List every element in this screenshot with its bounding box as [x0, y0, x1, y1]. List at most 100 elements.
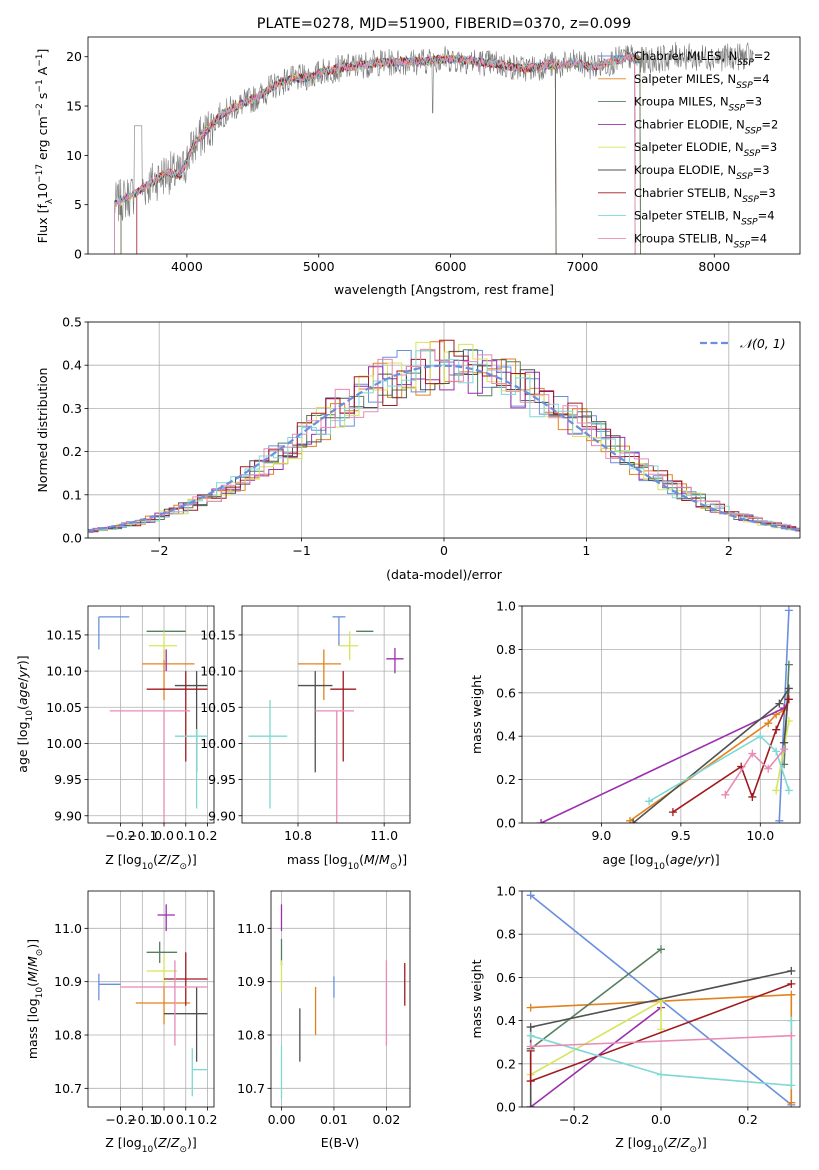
panel-age-vs-Z: −0.2−0.10.0 0.1 0.2 9.90 9.95 10.00 10.05 10.10…	[15, 605, 218, 872]
axes-frame	[87, 890, 215, 1108]
mass-weight-marker	[629, 819, 638, 823]
y-tick-label: 10.00	[200, 736, 236, 751]
plot-area	[526, 891, 796, 1107]
legend-label: Salpeter STELIB, NSSP=4	[634, 209, 775, 228]
x-tick-label: −0.1	[127, 1112, 157, 1127]
y-tick-label: 0.0	[62, 531, 82, 546]
mass-weight-line	[672, 698, 790, 813]
legend-label: Chabrier STELIB, NSSP=3	[634, 186, 776, 205]
x-tick-label: −0.2	[105, 1112, 135, 1127]
legend-label: Kroupa MILES, NSSP=3	[634, 95, 762, 114]
y-tick-label: 0.1	[62, 487, 82, 502]
y-tick-label: 0.0	[496, 1100, 516, 1115]
mass-weight-marker	[668, 808, 677, 817]
x-tick-label: −2	[150, 543, 168, 558]
y-tick-label: 0.4	[496, 1013, 516, 1028]
mass-weight-marker	[764, 719, 773, 728]
model-spectrum-line	[120, 53, 641, 254]
y-tick-label: 10.8	[237, 1028, 265, 1043]
mass-weight-marker	[748, 749, 757, 758]
mass-weight-marker	[775, 699, 784, 708]
plot-area	[280, 904, 406, 1099]
x-axis-label: (data-model)/error	[386, 567, 503, 582]
mass-weight-line	[632, 688, 790, 823]
y-tick-label: 10.05	[200, 700, 236, 715]
x-tick-label: 10.0	[746, 828, 774, 843]
y-tick-label: 10.05	[46, 700, 82, 715]
x-tick-label: 0.1	[176, 1112, 196, 1127]
axes-frame	[87, 605, 215, 824]
x-tick-label: 0.2	[198, 1112, 218, 1127]
y-tick-label: 0.4	[62, 358, 82, 373]
y-tick-label: 11.0	[237, 921, 265, 936]
y-tick-label: 10.8	[54, 1028, 82, 1043]
mass-weight-marker	[756, 732, 765, 741]
y-tick-label: 10.10	[200, 664, 236, 679]
x-tick-label: 9.0	[591, 828, 611, 843]
mass-weight-marker	[526, 1103, 535, 1107]
axes-frame	[87, 36, 801, 255]
y-tick-label: 10	[66, 148, 82, 163]
panel-spectrum: 4000 5000 6000 7000 8000 0 5 10 15 20 PLATE=0278, …	[35, 16, 801, 297]
plot-area	[248, 616, 404, 823]
mass-weight-marker	[784, 695, 793, 704]
y-tick-label: 1.0	[496, 599, 516, 614]
mass-weight-marker	[764, 764, 773, 773]
y-tick-label: 0.6	[496, 970, 516, 985]
y-axis-label: Flux [fλ10−17 erg cm−2 s−1 A−1]	[35, 49, 55, 244]
chart-title: PLATE=0278, MJD=51900, FIBERID=0370, z=0…	[257, 16, 631, 32]
x-tick-label: 1	[582, 543, 590, 558]
y-tick-label: 0.2	[496, 1056, 516, 1071]
residual-histogram	[88, 339, 800, 532]
residual-histogram	[88, 350, 800, 532]
x-tick-label: −0.2	[559, 1112, 589, 1127]
mass-weight-marker	[787, 1098, 796, 1107]
y-tick-label: 9.90	[208, 808, 236, 823]
mass-weight-line	[629, 709, 785, 822]
mass-weight-marker	[784, 606, 793, 615]
x-tick-label: 0.2	[198, 828, 218, 843]
mass-weight-marker	[526, 1031, 535, 1040]
panel-massweight-vs-Z: −0.2 0.0 0.2 0.0 0.2 0.4 0.6 0.8 1.0 mass weight Z…	[469, 884, 801, 1155]
x-axis-label: E(B-V)	[321, 1135, 360, 1150]
y-tick-label: 1.0	[496, 884, 516, 899]
plot-area	[537, 606, 793, 823]
plot-area	[88, 339, 800, 534]
x-axis-label: mass [log10(M/M⊙)]	[287, 852, 407, 872]
panel-mass-vs-EBV: 0.00 0.01 0.02 10.7 10.8 10.9 11.0 E(B-V)	[237, 890, 411, 1150]
y-axis-label: mass weight	[469, 675, 484, 754]
axes-frame	[270, 890, 411, 1108]
mass-weight-line	[530, 1034, 792, 1048]
x-axis-label: Z [log10(Z/Z⊙)]	[615, 1135, 707, 1155]
x-tick-label: 0.0	[651, 1112, 671, 1127]
mass-weight-line	[540, 707, 785, 823]
x-tick-label: 0.1	[176, 828, 196, 843]
mass-weight-marker	[772, 725, 781, 734]
y-axis-label: Normed distribution	[35, 368, 50, 493]
legend-label: Chabrier MILES, NSSP=2	[634, 49, 771, 68]
y-tick-label: 9.90	[54, 808, 82, 823]
y-tick-label: 10.15	[200, 627, 236, 642]
plot-area	[98, 904, 208, 1097]
y-tick-label: 0.4	[496, 729, 516, 744]
x-tick-label: 0.0	[154, 1112, 174, 1127]
model-spectrum-line	[114, 55, 557, 254]
x-tick-label: −0.1	[127, 828, 157, 843]
y-tick-label: 0.8	[496, 642, 516, 657]
legend: 𝒩(0, 1)	[700, 336, 786, 351]
mass-weight-marker	[787, 990, 796, 999]
legend-label: 𝒩(0, 1)	[740, 336, 786, 351]
axes-frame	[521, 890, 801, 1108]
legend-label: Salpeter ELODIE, NSSP=3	[634, 140, 777, 159]
mass-weight-line	[530, 948, 662, 1050]
y-axis-label: mass weight	[469, 959, 484, 1038]
mass-weight-marker	[784, 786, 793, 795]
x-axis-label: age [log10(age/yr)]	[602, 852, 719, 872]
mass-weight-marker	[526, 1077, 535, 1086]
x-tick-label: −1	[292, 543, 310, 558]
x-tick-label: 0.0	[154, 828, 174, 843]
x-tick-label: −0.2	[105, 828, 135, 843]
x-tick-label: 0	[440, 543, 448, 558]
y-axis-label: mass [log10(M/M⊙)]	[25, 939, 45, 1059]
